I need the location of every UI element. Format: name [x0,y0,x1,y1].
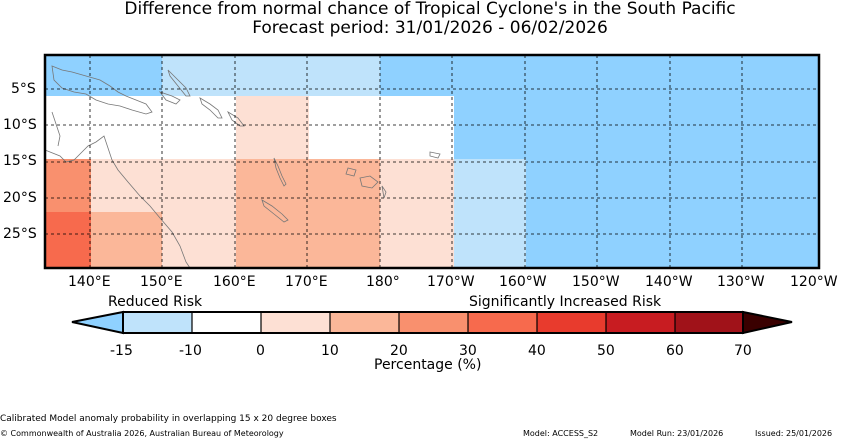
colorbar-tick: 40 [528,343,546,359]
colorbar-tick: 70 [734,343,752,359]
map-frame [43,53,821,270]
colorbar-tick: -10 [179,343,202,359]
increased-risk-label: Significantly Increased Risk [469,294,662,310]
colorbar-segment [123,312,192,333]
colorbar-outline [122,311,744,334]
lon-label: 150°W [572,274,620,290]
cell [454,212,526,268]
graticule [45,55,819,268]
colorbar-tick: 50 [597,343,615,359]
model-run: Model Run: 23/01/2026 [630,429,724,438]
lon-label: 140°E [68,274,111,290]
cell [236,212,380,268]
anomaly-cells [45,55,819,268]
colorbar-tick: 60 [666,343,684,359]
colorbar-segment [192,312,261,333]
issued-date: Issued: 25/01/2026 [755,429,833,438]
copyright: © Commonwealth of Australia 2026, Austra… [0,429,284,438]
cell [45,212,91,268]
colorbar-segment [537,312,606,333]
colorbar-tick: -15 [110,343,133,359]
lat-label: 20°S [3,190,37,206]
colorbar-segment [261,312,330,333]
cell [454,96,819,159]
lon-label: 160°E [213,274,256,290]
colorbar-dividers [191,312,676,333]
coastlines [44,65,441,269]
colorbar-axis-label: Percentage (%) [374,357,482,373]
lat-label: 15°S [3,153,37,169]
colorbar-segment [606,312,675,333]
cell [162,212,236,268]
cell [91,159,236,212]
lat-label: 5°S [11,81,36,97]
cell [380,212,454,268]
colorbar-segment [330,312,399,333]
cell [236,159,380,212]
colorbar-max-arrow [742,310,793,335]
lon-label: 150°E [140,274,183,290]
cell [91,212,162,268]
colorbar-segment [468,312,537,333]
model-name: Model: ACCESS_S2 [523,429,599,438]
cell [526,159,819,212]
reduced-risk-label: Reduced Risk [108,294,203,310]
cell [162,55,380,96]
colorbar-tick: 0 [256,343,265,359]
cell [454,159,526,212]
lon-label: 170°E [285,274,328,290]
colorbar-segment [675,312,743,333]
colorbar [71,310,793,335]
map-title: Difference from normal chance of Tropica… [124,0,736,19]
colorbar-tick: 30 [459,343,477,359]
lon-label: 170°W [427,274,475,290]
cell [526,212,819,268]
colorbar-tick: 20 [390,343,408,359]
lon-label: 140°W [645,274,693,290]
cell [380,55,819,96]
cell [380,159,454,212]
colorbar-min-arrow [71,310,124,335]
cell [45,55,162,96]
lon-label: 130°W [717,274,765,290]
cell [45,159,91,212]
colorbar-tick: 10 [321,343,339,359]
method-note: Calibrated Model anomaly probability in … [0,414,337,424]
forecast-period: Forecast period: 31/01/2026 - 06/02/2026 [252,18,608,38]
lat-label: 25°S [3,226,37,242]
lon-label: 120°W [790,274,838,290]
colorbar-segment [399,312,468,333]
lon-label: 180° [366,274,400,290]
cell [236,96,309,159]
lat-label: 10°S [3,117,37,133]
lon-label: 160°W [499,274,547,290]
